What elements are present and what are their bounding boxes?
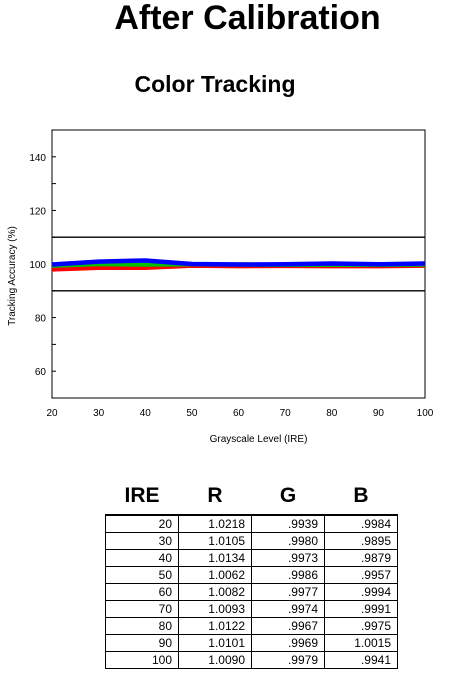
table-cell: 40 [105, 549, 179, 567]
table-cell: 1.0101 [178, 634, 252, 652]
chart-title: Color Tracking [134, 71, 296, 97]
table-cell: 70 [105, 600, 179, 618]
color-tracking-chart: 60 80 100 120 140 20 30 40 50 60 70 80 90 100 Grayscal… [7, 129, 434, 445]
table-cell: 1.0082 [178, 583, 252, 601]
x-axis-label: Grayscale Level (IRE) [210, 434, 308, 445]
y-tick-label: 100 [29, 260, 46, 271]
table-cell: .9973 [251, 549, 325, 567]
table-cell: 50 [105, 566, 179, 584]
table-header: B [353, 484, 369, 507]
table-row: 50 1.0062.9986.9957 [105, 566, 398, 584]
table-cell: .9969 [251, 634, 325, 652]
table-row: 30 1.0105.9980.9895 [105, 532, 398, 550]
table-cell: 1.0062 [178, 566, 252, 584]
table-cell: .9974 [251, 600, 325, 618]
table-header-row: IRE R G B [106, 484, 398, 515]
table-cell: .9977 [251, 583, 325, 601]
table-cell: 90 [105, 634, 179, 652]
table-row: 40 1.0134.9973.9879 [105, 549, 398, 567]
table-row: 80 1.0122.9967.9975 [105, 617, 398, 635]
y-tick-label: 80 [35, 314, 47, 325]
table-cell: .9986 [251, 566, 325, 584]
table-cell: 1.0015 [324, 634, 398, 652]
table-cell: .9939 [251, 514, 325, 533]
table-cell: .9967 [251, 617, 325, 635]
page-title: After Calibration [114, 0, 381, 37]
table-row: 60 1.0082.9977.9994 [105, 583, 398, 601]
table-cell: .9979 [251, 651, 325, 669]
table-row: 70 1.0093.9974.9991 [105, 600, 398, 618]
table-header: G [279, 484, 297, 507]
table-cell: .9984 [324, 514, 398, 533]
table-cell: .9941 [324, 651, 398, 669]
calibration-table: IRE R G B 20 1.0218.9939.9984 30 1.0105.998… [105, 484, 398, 669]
x-tick-label: 70 [280, 408, 292, 419]
series-line-2 [51, 258, 426, 267]
x-tick-label: 40 [140, 408, 152, 419]
table-cell: 60 [105, 583, 179, 601]
table-cell: 100 [105, 651, 179, 669]
y-axis-label: Tracking Accuracy (%) [7, 226, 18, 326]
y-tick-label: 140 [29, 153, 46, 164]
table-row: 90 1.0101.9969 1.0015 [105, 634, 398, 652]
table-cell: 1.0090 [178, 651, 252, 669]
table-cell: .9980 [251, 532, 325, 550]
table-cell: 1.0093 [178, 600, 252, 618]
table-cell: .9879 [324, 549, 398, 567]
table-header: IRE [124, 484, 160, 507]
table-cell: .9895 [324, 532, 398, 550]
table-cell: 20 [105, 514, 179, 533]
table-row: 100 1.0090.9979.9941 [105, 651, 398, 669]
y-tick-label: 60 [35, 367, 47, 378]
table-cell: .9994 [324, 583, 398, 601]
table-header: R [207, 484, 223, 507]
x-tick-label: 100 [417, 408, 434, 419]
x-tick-label: 60 [233, 408, 245, 419]
table-cell: 80 [105, 617, 179, 635]
table-cell: 1.0105 [178, 532, 252, 550]
x-tick-label: 50 [186, 408, 198, 419]
table-cell: .9975 [324, 617, 398, 635]
x-tick-label: 80 [326, 408, 338, 419]
x-tick-label: 20 [46, 408, 58, 419]
x-tick-label: 90 [373, 408, 385, 419]
table-cell: .9991 [324, 600, 398, 618]
table-cell: .9957 [324, 566, 398, 584]
x-tick-label: 30 [93, 408, 105, 419]
table-cell: 1.0134 [178, 549, 252, 567]
table-cell: 1.0218 [178, 514, 252, 533]
y-tick-label: 120 [29, 206, 46, 217]
table-cell: 1.0122 [178, 617, 252, 635]
table-row: 20 1.0218.9939.9984 [105, 514, 398, 533]
table-cell: 30 [105, 532, 179, 550]
